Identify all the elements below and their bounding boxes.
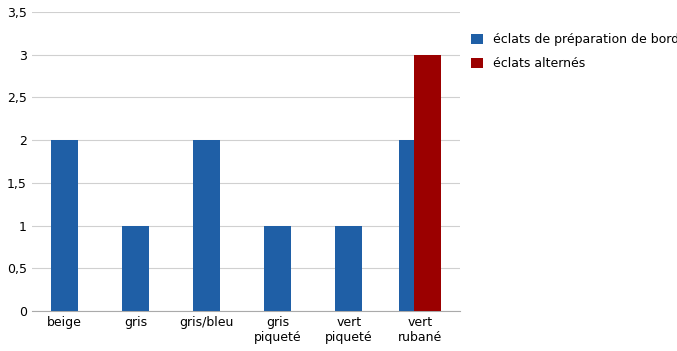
Bar — [399, 140, 426, 311]
Bar — [335, 226, 362, 311]
Bar — [265, 226, 291, 311]
Bar — [414, 55, 441, 311]
Bar — [51, 140, 79, 311]
Bar — [123, 226, 150, 311]
Bar — [194, 140, 220, 311]
Legend: éclats de préparation de bord, éclats alternés: éclats de préparation de bord, éclats al… — [471, 33, 677, 71]
